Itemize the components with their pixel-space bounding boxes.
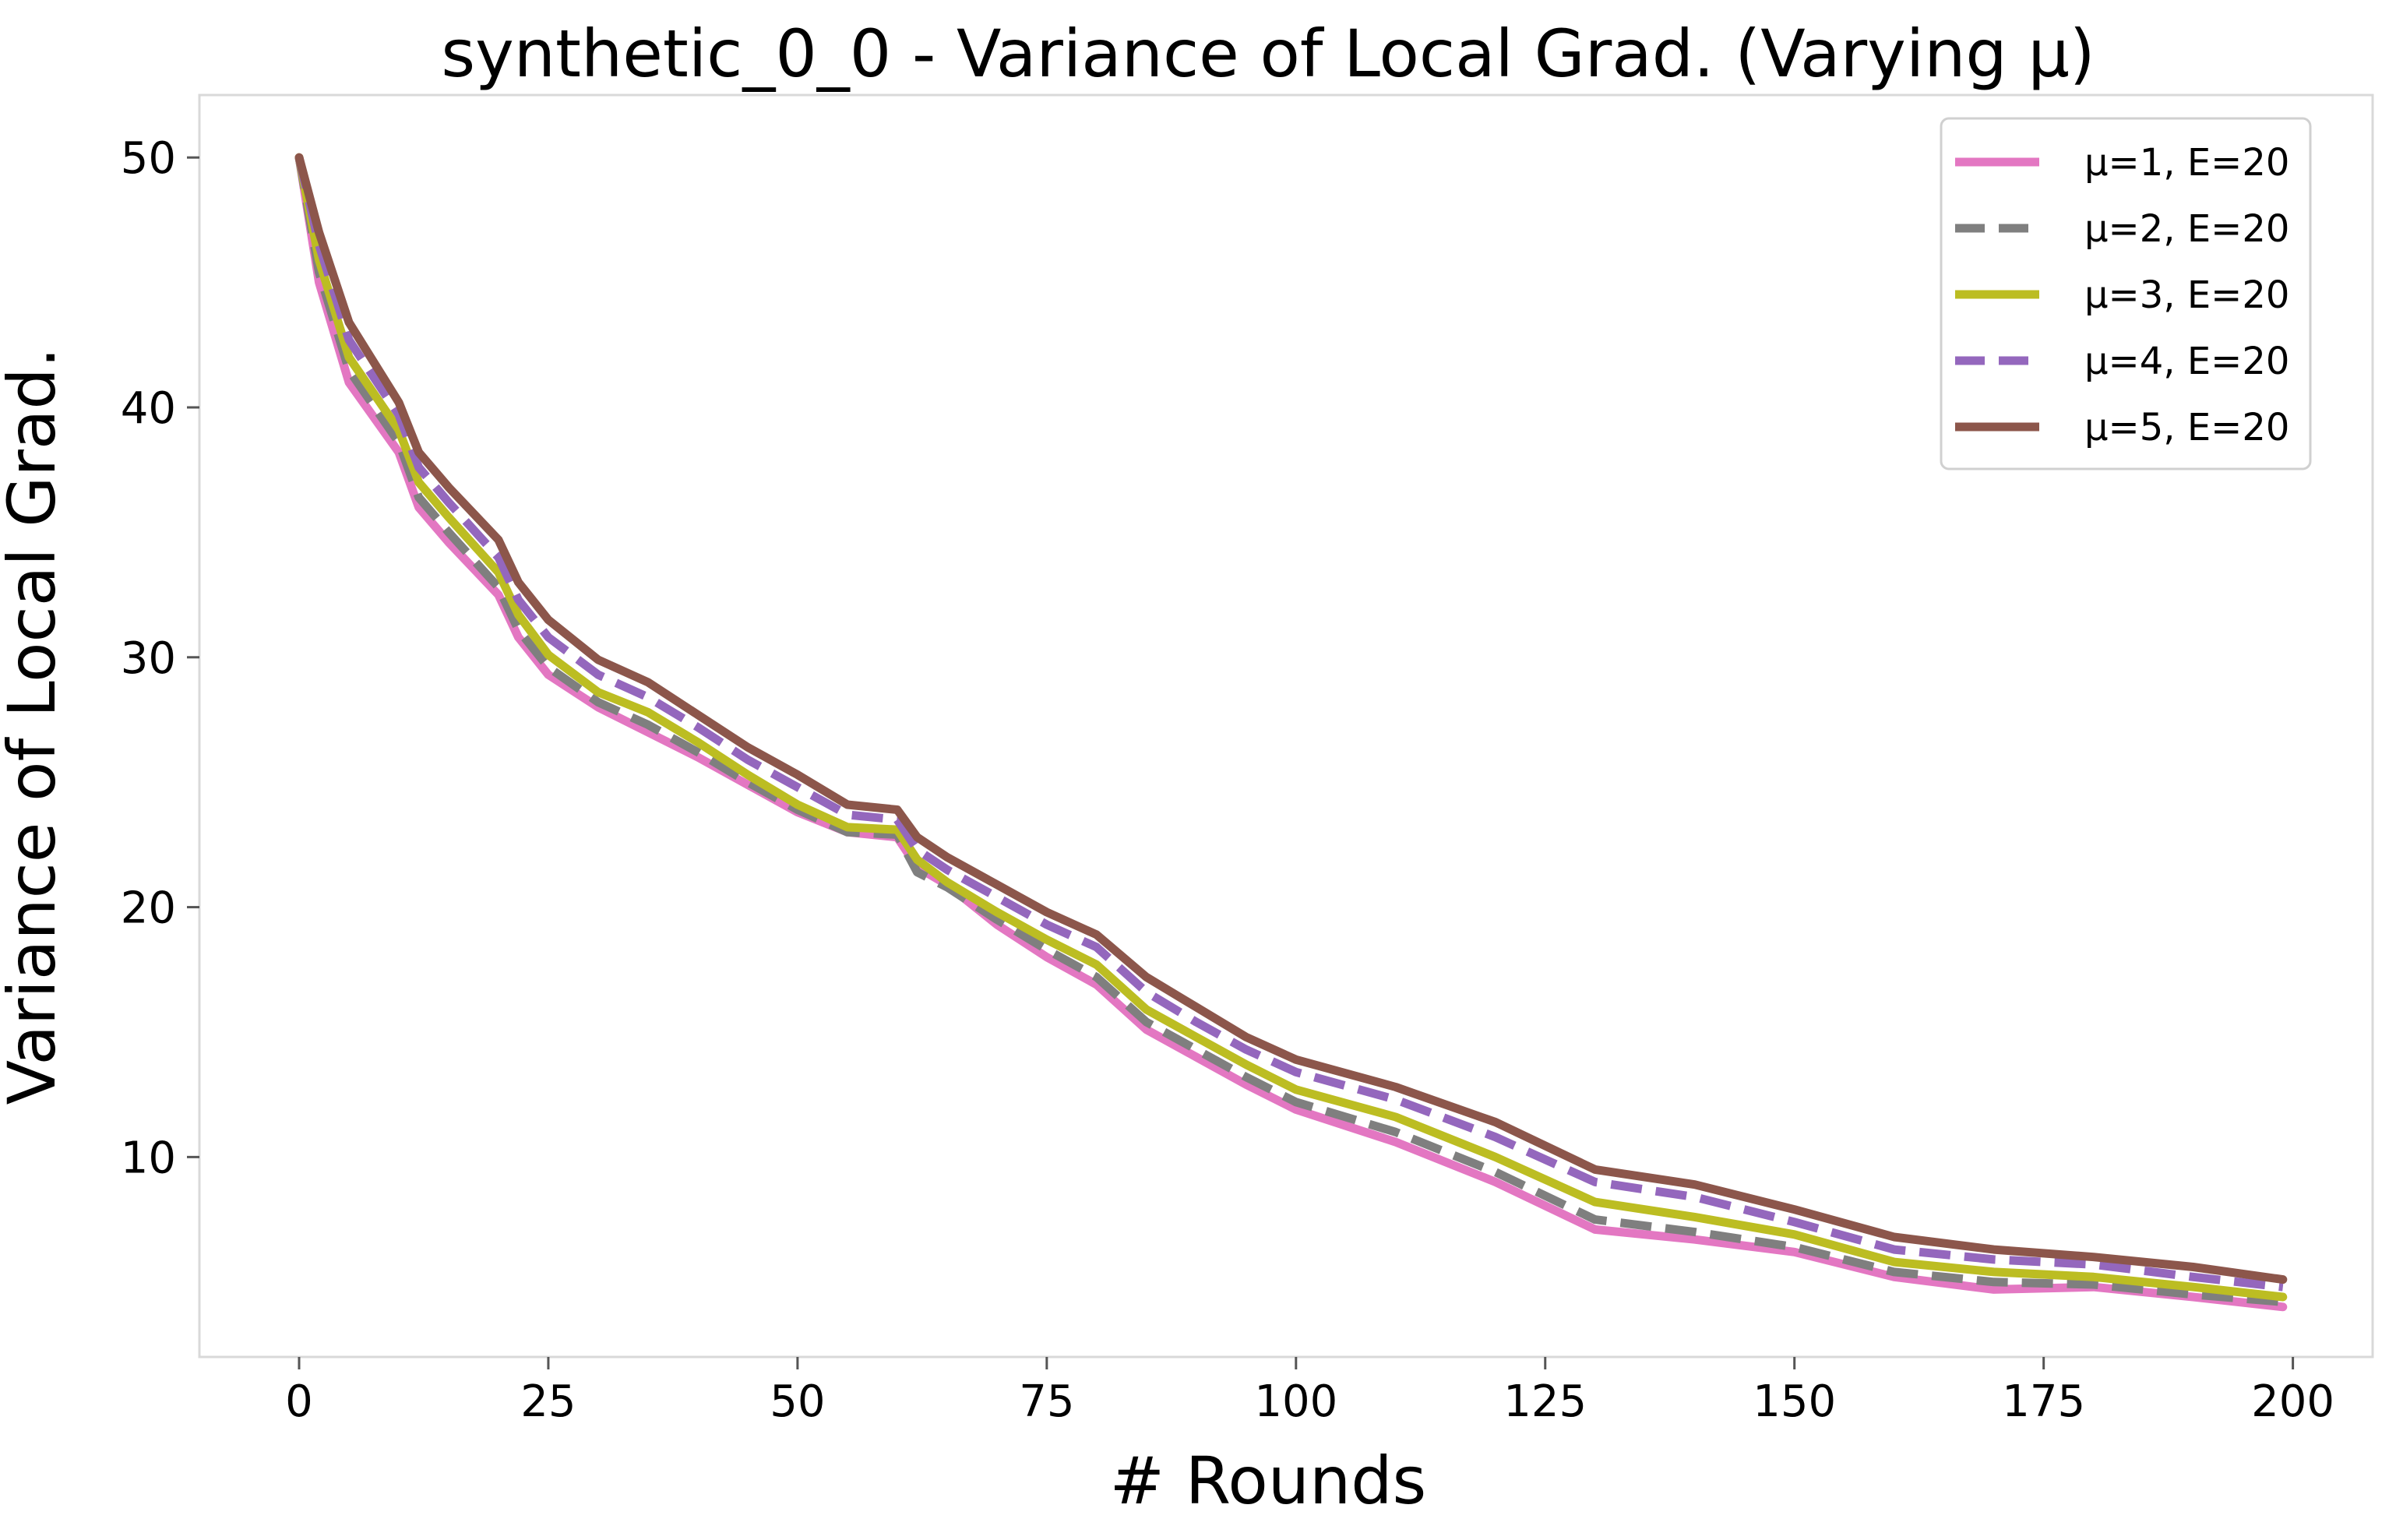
x-tick-label: 100 [1254, 1376, 1337, 1427]
y-axis: 10 20 30 40 50 [121, 133, 199, 1183]
plot-frame [198, 93, 2374, 1359]
x-tick-label: 175 [2002, 1376, 2085, 1427]
x-tick-label: 0 [285, 1376, 313, 1427]
legend-frame [1940, 117, 2312, 470]
x-tick-label: 75 [1019, 1376, 1074, 1427]
x-tick-label: 125 [1503, 1376, 1587, 1427]
series-layer [294, 153, 2288, 1312]
legend-label-2: μ=2, E=20 [2084, 207, 2289, 251]
x-axis-label: # Rounds [1110, 1443, 1427, 1519]
x-tick-label: 200 [2251, 1376, 2334, 1427]
y-tick-label: 50 [121, 133, 176, 184]
x-tick-label: 150 [1753, 1376, 1836, 1427]
legend: μ=1, E=20 μ=2, E=20 μ=3, E=20 μ=4, E=20 μ=5,… [1940, 117, 2312, 470]
legend-label-3: μ=3, E=20 [2084, 273, 2289, 317]
legend-label-5: μ=5, E=20 [2084, 406, 2289, 449]
y-tick-label: 40 [121, 383, 176, 434]
series-line-3 [294, 153, 2288, 1302]
x-tick-label: 25 [520, 1376, 576, 1427]
y-tick-label: 20 [121, 883, 176, 934]
legend-label-1: μ=1, E=20 [2084, 141, 2289, 185]
y-tick-label: 30 [121, 633, 176, 684]
y-axis-label: Variance of Local Grad. [0, 347, 70, 1105]
x-axis: 0 25 50 75 100 125 150 175 200 [285, 1357, 2334, 1427]
x-tick-label: 50 [770, 1376, 825, 1427]
series-line-5 [294, 153, 2288, 1285]
series-line-4 [294, 156, 2284, 1292]
legend-label-4: μ=4, E=20 [2084, 340, 2289, 383]
y-tick-label: 10 [121, 1133, 176, 1183]
chart-title: synthetic_0_0 - Variance of Local Grad. … [441, 16, 2095, 92]
